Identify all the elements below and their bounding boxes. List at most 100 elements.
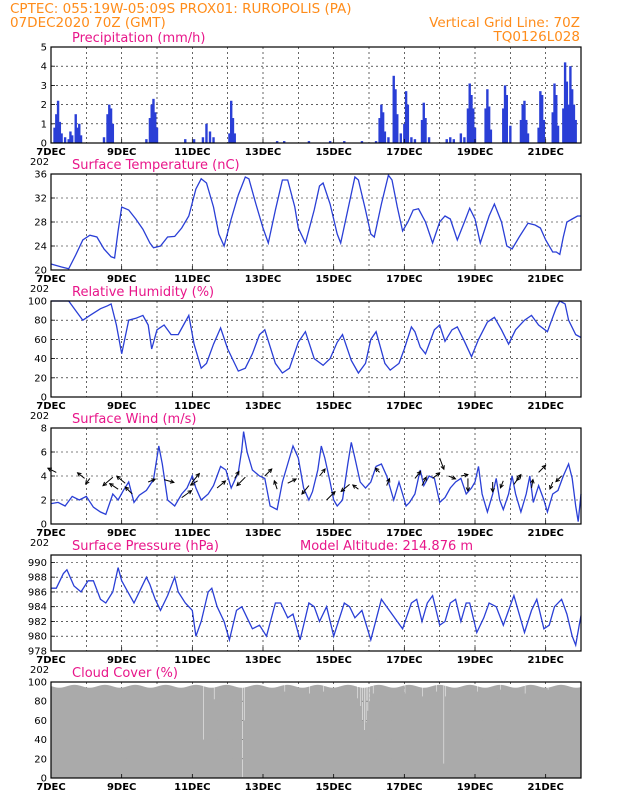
cloud-bar: [414, 686, 417, 778]
cloud-bar: [228, 685, 230, 778]
precip-bar: [69, 131, 72, 143]
cloud-bar: [383, 685, 385, 778]
wind-vector-head: [85, 479, 90, 485]
wind-vector: [432, 472, 440, 479]
cloud-bar: [528, 684, 530, 778]
cloud-bar: [318, 684, 320, 778]
cloud-bar: [247, 686, 250, 778]
cloud-bar: [570, 687, 572, 778]
cloud-bar: [457, 687, 459, 778]
cloud-bar: [143, 686, 146, 778]
wind-vector-head: [440, 465, 445, 471]
cloud-bar: [165, 684, 168, 778]
cloud-bar: [68, 685, 70, 778]
cloud-bar: [239, 687, 241, 778]
cloud-bar: [472, 685, 474, 778]
cloud-bar: [194, 684, 197, 778]
cloud-bar: [74, 684, 77, 778]
cloud-bar: [447, 686, 449, 778]
cloud-bar: [488, 687, 490, 778]
cloud-bar: [265, 686, 267, 778]
precip-bar: [540, 95, 544, 143]
cloud-bar: [149, 687, 151, 778]
cloud-bar: [187, 686, 190, 778]
cloud-bar: [264, 686, 267, 778]
precip-bar: [404, 91, 408, 143]
cloud-bar: [161, 685, 163, 778]
cloud-bar: [207, 687, 209, 778]
cloud-bar: [158, 685, 161, 778]
header-model: TQ0126L028: [492, 29, 580, 45]
precip-bar: [570, 89, 574, 143]
cloud-bar: [396, 687, 398, 778]
cloud-bar: [108, 685, 110, 778]
cloud-bar: [126, 686, 128, 778]
cloud-bar: [157, 686, 160, 778]
cloud-bar: [88, 687, 91, 778]
cloud-bar: [102, 684, 104, 778]
cloud-bar: [209, 687, 211, 778]
wind-vector-head: [292, 478, 298, 483]
wind-vector-head: [301, 489, 306, 495]
wind-vector: [190, 480, 198, 486]
wind-vector-head: [340, 487, 346, 493]
wind-xtick-label: 21DEC: [527, 528, 563, 539]
cloud-bar: [113, 686, 115, 778]
cloud-bar: [148, 687, 150, 778]
cloud-bar: [125, 686, 127, 778]
precip-bar: [231, 118, 235, 143]
cloud-bar: [332, 687, 335, 778]
wind-vector-head: [189, 481, 195, 486]
cloud-bar: [137, 685, 139, 778]
wind-vector: [181, 490, 192, 499]
cloud-bar: [178, 687, 180, 778]
cloud-bar: [194, 684, 196, 778]
pres-xtick-label: 13DEC: [245, 655, 281, 666]
cloud-bar: [301, 687, 304, 778]
cloud-bar: [526, 685, 528, 778]
cloud-bar: [565, 685, 568, 778]
cloud-bar: [127, 686, 130, 778]
wind-vector: [116, 475, 126, 484]
wind-vector: [47, 467, 57, 473]
wind-vector: [352, 484, 359, 490]
cloud-bar: [130, 685, 132, 778]
cloud-bar: [481, 687, 483, 778]
cloud-bar: [217, 686, 219, 778]
cloud-bar: [255, 684, 257, 778]
cloud-xtick-label: 19DEC: [457, 782, 493, 793]
precip-bar: [509, 125, 512, 143]
cloud-bar: [545, 687, 547, 778]
cloud-bar: [200, 685, 202, 778]
cloud-bar: [230, 685, 232, 778]
rh-ytick-label: 80: [34, 316, 47, 327]
precip-xtick-label: 19DEC: [457, 147, 493, 158]
cloud-bar: [267, 687, 269, 778]
cloud-bar: [157, 686, 159, 778]
pres-ytick-label: 980: [28, 632, 47, 643]
cloud-bar: [150, 687, 153, 778]
rh-ytick-label: 100: [28, 297, 47, 308]
cloud-bar: [468, 684, 471, 778]
cloud-bar: [537, 686, 539, 778]
cloud-bar: [453, 687, 456, 778]
cloud-bar: [543, 687, 546, 778]
precip-bar: [102, 137, 106, 143]
cloud-bar: [362, 687, 365, 778]
cloud-bar: [367, 710, 369, 778]
cloud-bar: [429, 686, 432, 778]
cloud-bar: [441, 685, 443, 778]
wind-xtick-label: 7DEC: [36, 528, 65, 539]
cloud-bar: [110, 685, 112, 778]
rh-series-line: [51, 300, 582, 375]
cloud-bar: [448, 686, 450, 778]
wind-vector: [414, 471, 421, 479]
precip-bar: [403, 123, 406, 143]
cloud-bar: [440, 684, 442, 778]
cloud-bar: [539, 686, 541, 778]
cloud-bar: [246, 687, 248, 778]
cloud-bar: [475, 685, 477, 778]
cloud-bar: [260, 685, 262, 778]
wind-year-fragment: 202: [30, 538, 49, 549]
precip-bar: [565, 81, 569, 143]
